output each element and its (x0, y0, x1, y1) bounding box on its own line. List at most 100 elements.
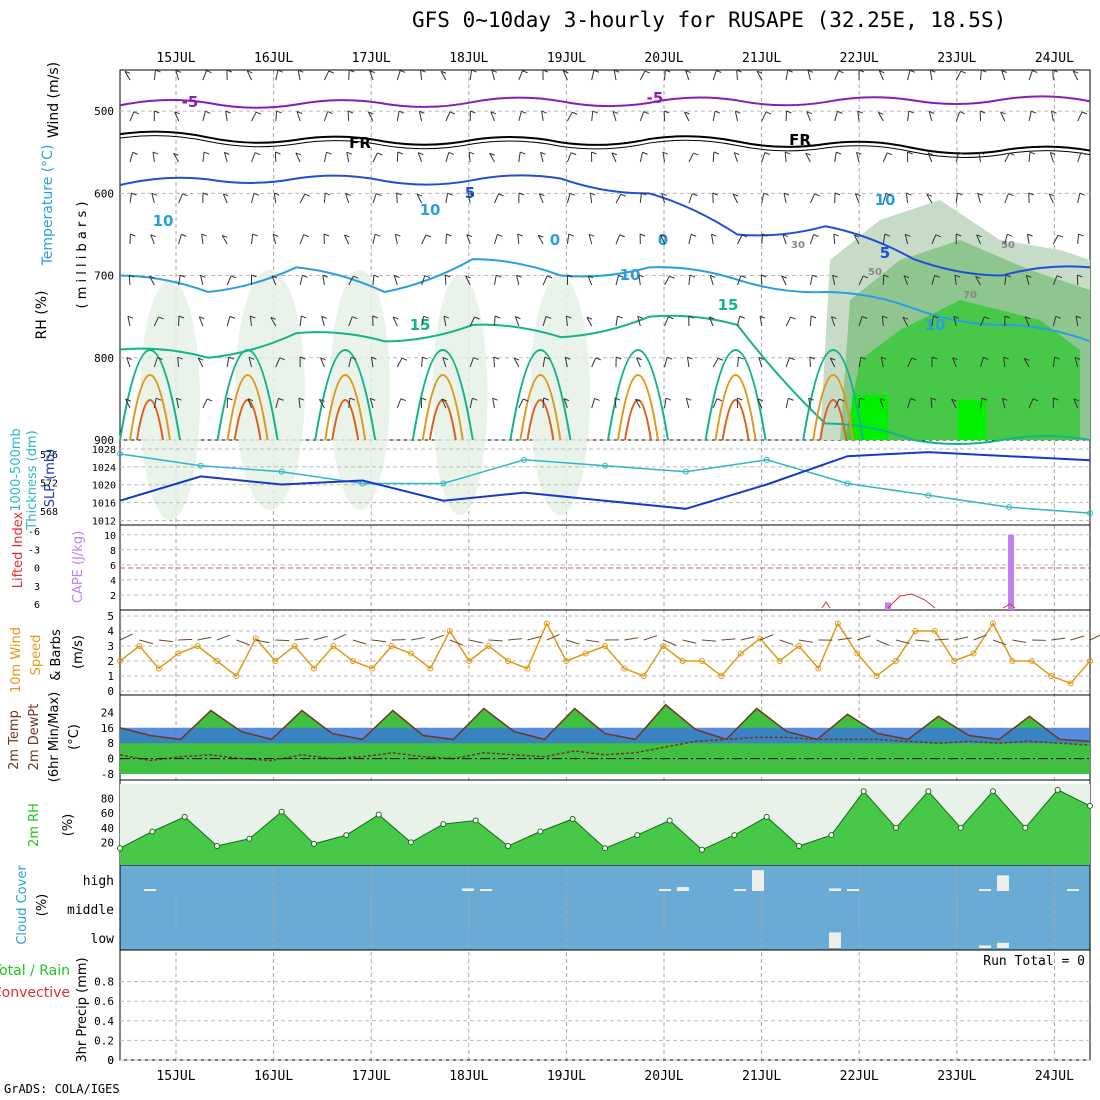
wind-barb (516, 275, 520, 286)
wind-barb-flag (521, 110, 527, 114)
wind-barb-flag (741, 234, 748, 238)
wind-barb-flag (468, 151, 475, 155)
rh-marker (214, 843, 220, 850)
wind-barb (807, 70, 811, 81)
wind-barb-flag (400, 69, 406, 73)
wind-barb-flag (298, 397, 305, 401)
wind-barb (1052, 357, 1056, 368)
wind-barb-flag (203, 151, 210, 155)
wind-barb (687, 357, 690, 368)
rh-marker (408, 839, 414, 846)
wind-barb-flag (926, 193, 933, 197)
wind-barb-flag (887, 152, 893, 156)
wind-barb-flag (620, 193, 627, 197)
wind-barb-flag (615, 356, 622, 360)
thickness-marker (1087, 510, 1093, 517)
wind-barb-flag (397, 151, 404, 155)
rh-shade-dark (845, 300, 1080, 440)
wind-barb (221, 235, 228, 245)
wind-barb (688, 234, 692, 245)
wind-barb (732, 193, 738, 204)
wind-barb-flag (911, 357, 918, 361)
wind-barb-flag (301, 315, 307, 319)
wind-barb (615, 194, 622, 204)
wind-barb-flag (859, 397, 865, 401)
wind-barb-flag (710, 274, 716, 278)
upper-temp-label: Temperature (°C) (40, 145, 56, 267)
wind-barb (421, 234, 427, 245)
wind-barb-flag (764, 152, 771, 155)
rh-marker (860, 788, 867, 795)
wind-barb (370, 357, 374, 368)
wind-barb (538, 193, 544, 204)
date-label-top: 18JUL (449, 51, 488, 66)
wind-barb (882, 193, 887, 204)
warm-contour (526, 399, 555, 441)
cloud-bar (752, 870, 764, 891)
li-line (1002, 603, 1016, 609)
wind-barb-flag (662, 151, 669, 155)
wind-barb-flag (445, 274, 451, 278)
wind-barb (226, 357, 230, 368)
li-label: Lifted Index (11, 511, 26, 588)
wind-barb-flag (1074, 356, 1081, 360)
wind-barb-flag (789, 357, 795, 361)
wind-barb-flag (759, 315, 766, 319)
rh2m-label-1: 2m RH (27, 803, 42, 847)
wind-barb (637, 316, 641, 327)
wind-barb-flag (154, 110, 160, 114)
precip-tick: 0.8 (94, 976, 114, 989)
wind-barb-flag (855, 193, 861, 197)
date-label-top: 21JUL (742, 51, 781, 66)
wind-barb-flag (494, 315, 501, 319)
wind-barb (1075, 316, 1079, 327)
wind-barb-flag (807, 69, 814, 73)
wind-barb (685, 70, 690, 81)
wind-barb (563, 398, 568, 409)
wind-barb (127, 316, 131, 327)
wind-speed-marker (776, 658, 783, 664)
wind-barb-flag (665, 397, 672, 401)
run-total-text: Run Total = 0 (983, 954, 1085, 969)
wind-barb-flag (1027, 233, 1033, 237)
rh-area (120, 789, 1090, 865)
wind-barb (759, 316, 763, 327)
cape-tick: 8 (110, 546, 116, 557)
rh-marker (634, 832, 641, 839)
rh-marker (699, 846, 705, 853)
date-label-top: 16JUL (254, 51, 293, 66)
wind-barb (445, 233, 447, 245)
wind-barb (664, 316, 669, 327)
contour-line-minus5 (119, 95, 1091, 109)
wind-barb-flag (734, 152, 740, 156)
wind-barb-flag (272, 233, 279, 237)
wind-barb (781, 275, 787, 286)
wind-barb (149, 275, 155, 286)
warm-contour (802, 349, 865, 441)
wind-speed-marker (505, 658, 511, 664)
wind-barb-flag (206, 398, 213, 402)
wind-barb (251, 152, 256, 163)
wind-barb-flag (566, 315, 572, 319)
wind-barb-flag (394, 275, 400, 278)
wind-barb (564, 357, 568, 368)
wind-barb (494, 315, 496, 327)
wind-barb (178, 193, 183, 204)
wind-barb-flag (1081, 111, 1088, 115)
wind-barb-flag (1026, 274, 1032, 278)
wind-barb-flag (466, 234, 472, 238)
wind-barb (396, 357, 403, 368)
wind-barb (494, 193, 500, 204)
wind-barb-flag (400, 398, 407, 402)
wind-barb (761, 233, 763, 245)
wind-barb-flag (498, 193, 504, 197)
wind-barb (271, 275, 277, 286)
wind-barb-flag (423, 315, 429, 319)
wind-barb-flag (902, 316, 909, 320)
wind-speed-marker (233, 673, 240, 679)
wind-barb-flag (1077, 274, 1083, 278)
li-tick: -3 (28, 545, 40, 556)
pressure-tick: 800 (94, 352, 114, 365)
date-label-top: 20JUL (644, 51, 683, 66)
wind-barb-flag (181, 233, 187, 237)
